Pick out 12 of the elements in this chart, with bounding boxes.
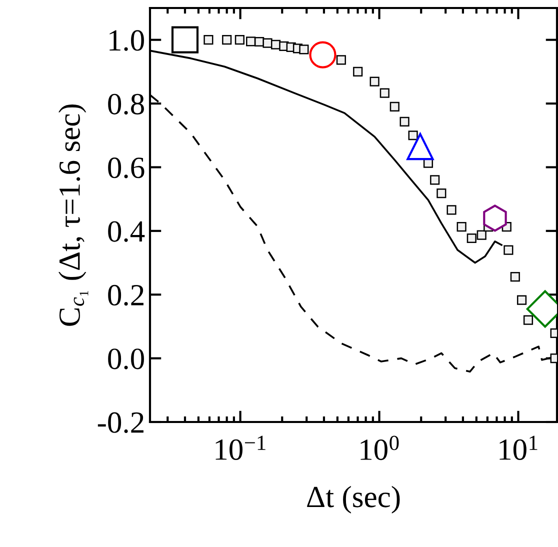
- x-axis-title: Δt (sec): [307, 486, 400, 514]
- x-tick-label: 10$^{1}$: [500, 436, 538, 460]
- y-tick-label: 1.0: [110, 30, 144, 51]
- y-tick-label: -0.2: [98, 412, 144, 434]
- y-tick-label: 0.0: [108, 348, 144, 370]
- x-tick-label: 10$^{0}$: [360, 436, 399, 460]
- x-tick-label: 10$^{−1}$: [216, 436, 266, 460]
- y-tick-label: 0.6: [108, 158, 144, 178]
- y-tick-label: 0.2: [108, 284, 144, 306]
- y-tick-label: 0.4: [108, 221, 145, 242]
- y-tick-label: 0.8: [108, 94, 144, 115]
- y-axis-title: C$_{c₁}$ (Δt, τ=1.6 sec): [58, 104, 88, 326]
